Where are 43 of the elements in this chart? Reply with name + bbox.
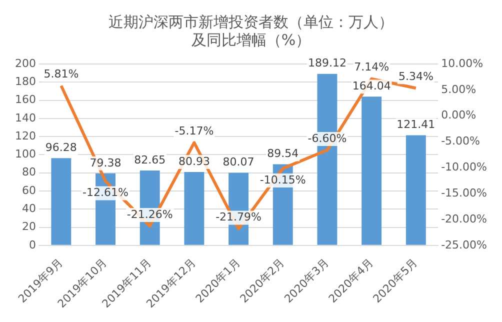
- data-label: 89.54: [267, 147, 299, 160]
- y-tick-label: 20: [22, 220, 36, 234]
- bar: [184, 172, 204, 245]
- y-tick-label: 200: [14, 56, 36, 70]
- y-tick-label: 60: [22, 184, 36, 197]
- y2-tick-label: -15.00%: [441, 186, 488, 200]
- data-label: 121.41: [396, 118, 436, 132]
- y-tick-label: 140: [14, 111, 36, 124]
- y-tick-label: 120: [14, 129, 36, 142]
- y2-tick-label: -10.00%: [441, 160, 488, 174]
- y2-tick-label: 10.00%: [441, 56, 484, 70]
- data-label: -10.15%: [260, 173, 306, 186]
- data-label: 80.93: [178, 154, 210, 168]
- y-tick-label: 100: [14, 148, 36, 161]
- data-label: 82.65: [134, 153, 166, 166]
- data-label: 164.04: [352, 79, 391, 92]
- data-label: -12.61%: [82, 186, 128, 200]
- data-label: 79.38: [90, 156, 122, 170]
- data-label: 96.28: [45, 140, 77, 154]
- data-label: -21.79%: [216, 210, 262, 224]
- bar: [362, 96, 382, 245]
- data-label: -5.17%: [174, 124, 214, 138]
- chart-title: 近期沪深两市新增投资者数（单位：万人）: [108, 12, 394, 31]
- data-label: 5.81%: [44, 68, 79, 81]
- data-label: 7.14%: [354, 60, 390, 74]
- bar: [406, 135, 426, 245]
- chart-subtitle: 及同比增幅（%）: [191, 30, 311, 49]
- y-tick-label: 160: [14, 93, 36, 106]
- y2-tick-label: 0.00%: [441, 108, 476, 122]
- y2-tick-label: 5.00%: [441, 82, 476, 96]
- y2-tick-label: -5.00%: [441, 134, 480, 148]
- data-label: 5.34%: [398, 70, 434, 84]
- data-label: 80.07: [222, 156, 254, 169]
- y-tick-label: 80: [22, 166, 36, 179]
- y-tick-label: 180: [14, 75, 36, 88]
- y2-tick-label: -25.00%: [441, 238, 488, 252]
- data-label: 189.12: [308, 56, 346, 70]
- y2-tick-label: -20.00%: [441, 212, 488, 226]
- y-tick-label: 0: [28, 238, 36, 252]
- y-tick-label: 40: [22, 202, 36, 215]
- data-label: -6.60%: [308, 132, 347, 145]
- bar: [51, 158, 72, 245]
- data-label: -21.26%: [126, 208, 173, 221]
